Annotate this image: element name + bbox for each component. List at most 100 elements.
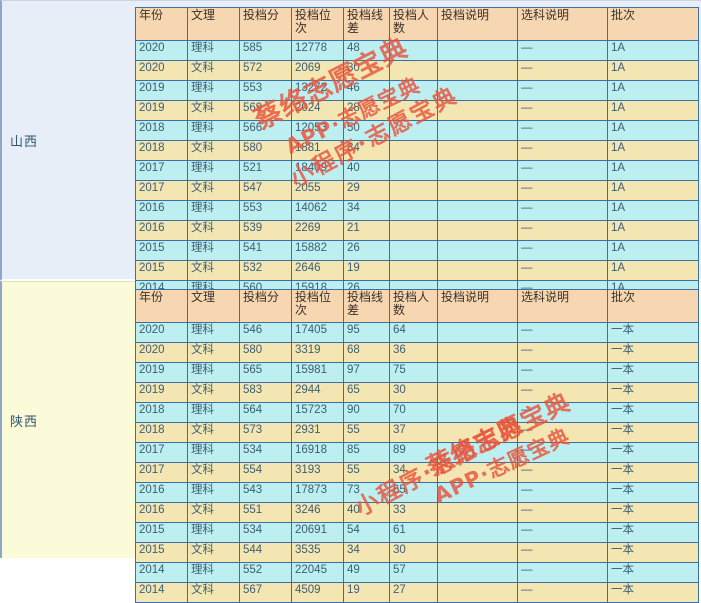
score-table-shaanxi: 年份 文理 投档分 投档位次 投档线差 投档人数 投档说明 选科说明 批次 20… [135,289,699,603]
cell-line-diff: 65 [343,382,390,403]
cell-line-diff: 49 [343,562,390,583]
cell-year: 2015 [135,240,188,261]
cell-headcount: 89 [389,442,438,463]
cell-headcount [389,180,438,201]
cell-year: 2017 [135,160,188,181]
cell-year: 2020 [135,60,188,81]
cell-subject-note: — [517,180,608,201]
cell-headcount: 65 [389,482,438,503]
cell-subject-note: — [517,502,608,523]
table-row: 2015 文科 532 2646 19 —1A [135,260,699,281]
cell-year: 2017 [135,180,188,201]
cell-batch: 一本 [607,322,699,343]
cell-score: 585 [239,40,292,61]
cell-track: 文科 [187,342,240,363]
cell-track: 文科 [187,502,240,523]
cell-rank: 13272 [291,80,344,101]
col-header-rank: 投档位次 [291,289,344,323]
col-header-score: 投档分 [239,289,292,323]
province-label-shanxi: 山西 [2,1,135,279]
table-row: 2017 理科 534 16918 85 89 — 一本 [135,442,699,463]
cell-admission-note [437,80,518,101]
cell-year: 2016 [135,220,188,241]
cell-subject-note: — [517,40,608,61]
cell-admission-note [437,140,518,161]
cell-score: 552 [239,562,292,583]
cell-year: 2018 [135,402,188,423]
cell-year: 2020 [135,322,188,343]
cell-headcount: 34 [389,462,438,483]
cell-score: 532 [239,260,292,281]
cell-line-diff: 54 [343,522,390,543]
col-header-score: 投档分 [239,7,292,41]
cell-headcount [389,40,438,61]
cell-rank: 3246 [291,502,344,523]
cell-subject-note: — [517,200,608,221]
cell-subject-note: — [517,362,608,383]
table-wrap-shaanxi: 年份 文理 投档分 投档位次 投档线差 投档人数 投档说明 选科说明 批次 20… [135,282,701,603]
cell-subject-note: — [517,80,608,101]
table-row: 2017 文科 554 3193 55 34 — 一本 [135,462,699,483]
cell-batch: 一本 [607,522,699,543]
cell-batch: 一本 [607,482,699,503]
cell-rank: 3535 [291,542,344,563]
cell-line-diff: 85 [343,442,390,463]
col-header-batch: 批次 [607,289,699,323]
cell-year: 2017 [135,462,188,483]
cell-track: 文科 [187,180,240,201]
cell-admission-note [437,582,518,603]
cell-score: 543 [239,482,292,503]
cell-rank: 2931 [291,422,344,443]
table-row: 2017 理科 521 18409 40 —1A [135,160,699,181]
cell-batch: 1A [607,40,699,61]
cell-subject-note: — [517,220,608,241]
cell-line-diff: 21 [343,220,390,241]
cell-track: 理科 [187,562,240,583]
cell-headcount: 57 [389,562,438,583]
cell-line-diff: 55 [343,462,390,483]
province-block-shanxi: 山西 年份 文理 投档分 投档位次 投档线差 投档人数 投档说明 [0,0,701,321]
cell-score: 580 [239,342,292,363]
cell-year: 2018 [135,120,188,141]
table-row: 2016 文科 539 2269 21 —1A [135,220,699,241]
cell-line-diff: 55 [343,422,390,443]
cell-batch: 1A [607,120,699,141]
table-row: 2020 文科 572 2069 30 —1A [135,60,699,81]
cell-headcount [389,240,438,261]
cell-batch: 一本 [607,462,699,483]
table-row: 2019 理科 553 13272 46 —1A [135,80,699,101]
col-header-admission-note: 投档说明 [437,7,518,41]
table-row: 2018 理科 566 12053 50 —1A [135,120,699,141]
cell-batch: 一本 [607,442,699,463]
cell-line-diff: 26 [343,240,390,261]
cell-track: 文科 [187,260,240,281]
cell-batch: 一本 [607,402,699,423]
table-row: 2014 理科 552 22045 49 57 — 一本 [135,562,699,583]
cell-year: 2020 [135,40,188,61]
cell-line-diff: 95 [343,322,390,343]
cell-rank: 15981 [291,362,344,383]
cell-year: 2015 [135,522,188,543]
cell-score: 567 [239,582,292,603]
cell-subject-note: — [517,562,608,583]
cell-score: 541 [239,240,292,261]
cell-track: 理科 [187,322,240,343]
cell-batch: 1A [607,140,699,161]
cell-year: 2020 [135,342,188,363]
cell-score: 580 [239,140,292,161]
cell-rank: 2944 [291,382,344,403]
cell-admission-note [437,260,518,281]
cell-headcount: 30 [389,382,438,403]
table-row: 2014 文科 567 4509 19 27 — 一本 [135,582,699,603]
cell-year: 2016 [135,482,188,503]
cell-score: 564 [239,402,292,423]
cell-score: 546 [239,322,292,343]
table-wrap-shanxi: 年份 文理 投档分 投档位次 投档线差 投档人数 投档说明 选科说明 批次 20… [135,1,701,321]
cell-headcount [389,160,438,181]
cell-headcount [389,200,438,221]
col-header-subject-note: 选科说明 [517,289,608,323]
cell-batch: 1A [607,160,699,181]
cell-subject-note: — [517,240,608,261]
cell-rank: 18409 [291,160,344,181]
col-header-track: 文理 [187,7,240,41]
